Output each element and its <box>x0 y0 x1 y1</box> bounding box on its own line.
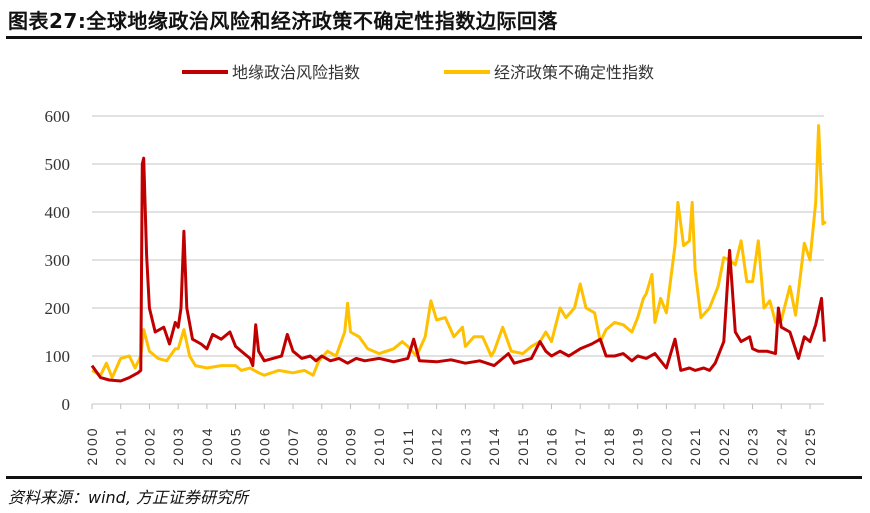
title-divider <box>6 36 862 39</box>
x-tick-label: 2013 <box>457 426 473 465</box>
x-tick-label: 2012 <box>429 426 445 465</box>
y-tick-label: 500 <box>45 155 71 174</box>
y-tick-label: 100 <box>45 347 71 366</box>
x-tick-label: 2025 <box>802 426 818 465</box>
y-tick-label: 300 <box>45 251 71 270</box>
x-tick-label: 2019 <box>630 426 646 465</box>
x-tick-label: 2016 <box>544 426 560 465</box>
x-tick-label: 2022 <box>716 426 732 465</box>
x-tick-label: 2023 <box>745 426 761 465</box>
x-tick-label: 2020 <box>658 426 674 465</box>
x-tick-label: 2021 <box>687 426 703 465</box>
x-tick-label: 2004 <box>199 426 215 465</box>
x-tick-label: 2005 <box>228 426 244 465</box>
x-tick-label: 2011 <box>400 427 416 465</box>
x-tick-label: 2002 <box>141 426 157 465</box>
y-tick-label: 600 <box>45 107 71 126</box>
x-tick-label: 2003 <box>170 426 186 465</box>
x-tick-label: 2014 <box>486 426 502 465</box>
x-tick-label: 2010 <box>371 426 387 465</box>
y-tick-label: 400 <box>45 203 71 222</box>
x-tick-label: 2008 <box>314 426 330 465</box>
y-tick-label: 200 <box>45 299 71 318</box>
x-tick-label: 2017 <box>572 426 588 465</box>
x-tick-label: 2000 <box>84 426 100 465</box>
x-tick-label: 2024 <box>773 426 789 465</box>
x-tick-label: 2018 <box>601 426 617 465</box>
x-tick-label: 2009 <box>342 426 358 465</box>
x-tick-label: 2015 <box>515 426 531 465</box>
footer-divider <box>6 476 862 479</box>
source-note: 资料来源：wind, 方正证券研究所 <box>8 488 249 507</box>
legend-label-1: 经济政策不确定性指数 <box>494 63 654 82</box>
x-tick-label: 2007 <box>285 426 301 465</box>
legend-label-0: 地缘政治风险指数 <box>232 63 360 82</box>
chart-title: 图表27:全球地缘政治风险和经济政策不确定性指数边际回落 <box>8 9 558 33</box>
y-tick-label: 0 <box>62 395 71 414</box>
x-tick-label: 2001 <box>113 426 129 465</box>
x-tick-label: 2006 <box>256 426 272 465</box>
series-line-0 <box>90 156 826 383</box>
